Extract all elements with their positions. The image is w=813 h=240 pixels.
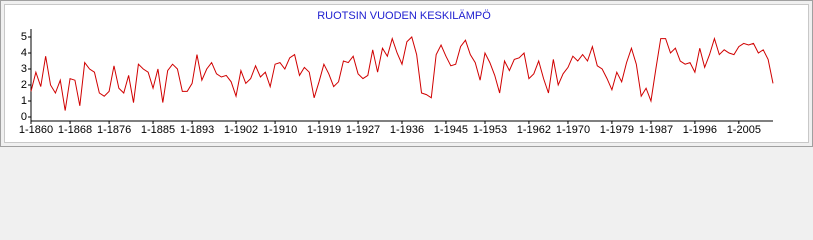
x-tick-label: 1-1893 <box>180 124 214 136</box>
x-tick-label: 1-1970 <box>556 124 590 136</box>
y-tick-label: 5 <box>21 31 27 43</box>
x-tick-label: 1-1987 <box>639 124 673 136</box>
x-tick-label: 1-1962 <box>517 124 551 136</box>
x-tick-label: 1-1860 <box>19 124 53 136</box>
x-tick-label: 1-1979 <box>600 124 634 136</box>
x-tick-label: 1-1953 <box>473 124 507 136</box>
x-tick-label: 1-1945 <box>434 124 468 136</box>
y-tick-label: 0 <box>21 111 27 123</box>
x-tick-label: 1-1876 <box>97 124 131 136</box>
y-tick-label: 2 <box>21 79 27 91</box>
x-tick-label: 1-1919 <box>307 124 341 136</box>
x-tick-label: 1-1868 <box>58 124 92 136</box>
chart-title: RUOTSIN VUODEN KESKILÄMPÖ <box>317 10 491 22</box>
x-tick-label: 1-2005 <box>727 124 761 136</box>
chart: RUOTSIN VUODEN KESKILÄMPÖ 0 1 2 3 4 5 1-1860 1-… <box>0 0 813 147</box>
y-tick-label: 4 <box>21 47 27 59</box>
data-line <box>30 36 774 111</box>
x-tick-label: 1-1936 <box>390 124 424 136</box>
y-tick-label: 1 <box>21 95 27 107</box>
x-tick-label: 1-1902 <box>224 124 258 136</box>
x-tick-label: 1-1927 <box>346 124 380 136</box>
x-tick-label: 1-1910 <box>263 124 297 136</box>
x-tick-label: 1-1885 <box>141 124 175 136</box>
x-tick-label: 1-1996 <box>683 124 717 136</box>
y-tick-label: 3 <box>21 63 27 75</box>
panel <box>4 4 809 143</box>
